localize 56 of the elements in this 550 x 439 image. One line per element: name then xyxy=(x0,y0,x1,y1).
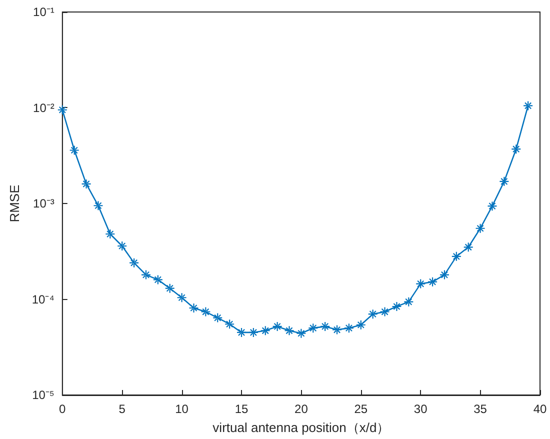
x-tick-label: 30 xyxy=(414,402,428,416)
point xyxy=(308,324,318,333)
x-axis-title: virtual antenna position（x/d） xyxy=(212,420,390,435)
y-tick-label: 10⁻⁴ xyxy=(32,292,54,306)
point xyxy=(428,277,438,286)
x-tick-label: 15 xyxy=(234,402,248,416)
point xyxy=(260,326,270,336)
point xyxy=(476,224,485,233)
point xyxy=(118,241,127,250)
x-tick-label: 10 xyxy=(175,402,189,416)
x-tick-label: 35 xyxy=(474,402,488,416)
point xyxy=(392,302,402,311)
point xyxy=(248,328,258,337)
point xyxy=(237,328,246,337)
point xyxy=(201,307,210,316)
y-tick-label: 10⁻³ xyxy=(33,196,54,210)
point xyxy=(524,101,533,110)
point xyxy=(213,313,222,322)
point xyxy=(416,279,426,288)
point xyxy=(272,322,282,331)
point xyxy=(296,328,306,338)
point xyxy=(452,252,461,261)
point xyxy=(82,179,91,188)
point xyxy=(320,322,330,331)
point xyxy=(368,310,378,319)
point xyxy=(380,307,390,316)
point xyxy=(500,176,509,186)
point xyxy=(225,320,234,329)
y-tick-label: 10⁻⁵ xyxy=(32,388,54,402)
x-tick-label: 25 xyxy=(354,402,368,416)
x-tick-label: 40 xyxy=(533,402,547,416)
point xyxy=(356,320,366,330)
point xyxy=(332,325,342,334)
point xyxy=(440,270,449,280)
y-axis-title: RMSE xyxy=(7,184,22,222)
point xyxy=(165,284,174,293)
x-tick-label: 5 xyxy=(118,402,126,416)
point xyxy=(130,258,139,268)
point xyxy=(94,201,103,210)
y-tick-label: 10⁻² xyxy=(33,100,54,115)
point xyxy=(153,275,162,284)
point xyxy=(464,242,473,252)
point xyxy=(141,270,150,280)
point xyxy=(512,144,521,154)
point xyxy=(344,324,354,333)
point xyxy=(488,202,497,211)
point xyxy=(189,304,198,313)
x-tick-label: 0 xyxy=(59,402,66,416)
point xyxy=(70,146,79,155)
point xyxy=(106,230,115,239)
point xyxy=(58,105,67,114)
x-tick-label: 20 xyxy=(294,402,308,416)
point xyxy=(177,293,186,302)
point xyxy=(404,297,414,306)
y-tick-label: 10⁻¹ xyxy=(33,5,54,19)
point xyxy=(284,326,294,336)
